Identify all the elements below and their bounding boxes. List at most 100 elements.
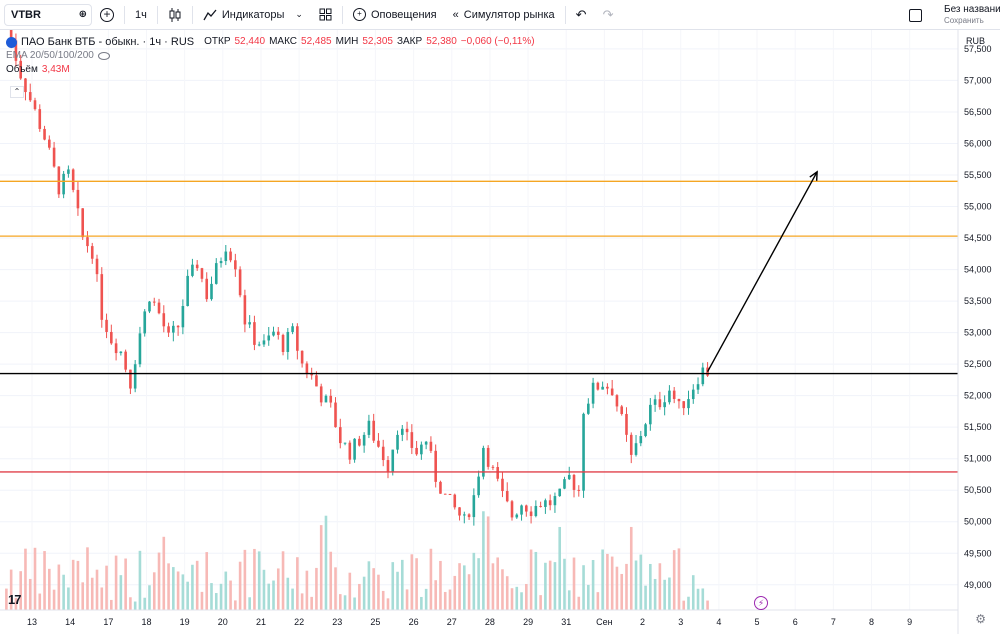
- tradingview-logo[interactable]: 17: [8, 592, 22, 607]
- interval-button[interactable]: 1ч: [127, 0, 155, 30]
- volume-bar: [534, 551, 538, 610]
- candle-body: [434, 450, 437, 482]
- redo-button[interactable]: ↷: [595, 0, 622, 30]
- candle-body: [606, 386, 609, 389]
- volume-bar: [443, 591, 447, 610]
- add-symbol-button[interactable]: +: [92, 0, 122, 30]
- volume-bar: [62, 574, 65, 610]
- indicators-icon: [203, 9, 217, 20]
- candle-body: [410, 432, 414, 448]
- replay-button[interactable]: « Симулятор рынка: [445, 0, 563, 30]
- volume-bar: [696, 588, 700, 610]
- layout-checkbox[interactable]: [909, 8, 922, 22]
- volume-bar: [601, 549, 604, 610]
- chart-area[interactable]: 55,40054,53052,35050,79052,380 RUB57,500…: [0, 18, 1000, 634]
- candle-body: [515, 514, 519, 518]
- candle-body: [162, 313, 166, 327]
- projection-arrow-head: [809, 170, 818, 181]
- indicators-button[interactable]: Индикаторы ⌄: [195, 0, 311, 30]
- lightning-icon[interactable]: ⚡: [754, 596, 768, 610]
- chart-type-button[interactable]: [160, 0, 190, 30]
- volume-bar: [167, 563, 170, 610]
- candle-body: [615, 395, 619, 407]
- volume-bar: [343, 595, 347, 610]
- toolbar-divider: [191, 5, 193, 24]
- high-value: 52,485: [301, 36, 332, 47]
- symbol-search[interactable]: VTBR ⊕: [4, 3, 92, 26]
- volume-bar: [219, 583, 223, 610]
- volume-bar: [639, 554, 643, 610]
- volume-bar: [701, 588, 705, 610]
- alerts-button[interactable]: + Оповещения: [345, 0, 445, 30]
- interval-label: 1ч: [135, 8, 147, 21]
- candle-body: [701, 367, 705, 385]
- price-chart[interactable]: 55,40054,53052,35050,79052,380 RUB57,500…: [0, 18, 1000, 634]
- volume-bar: [100, 587, 104, 610]
- candle-body: [439, 481, 442, 494]
- volume-bar: [57, 564, 61, 610]
- volume-bar: [410, 554, 414, 610]
- collapse-legend-icon[interactable]: ⌃: [10, 86, 24, 98]
- candle-body: [529, 511, 533, 517]
- candle-body: [243, 295, 247, 325]
- replay-label: Симулятор рынка: [463, 8, 555, 21]
- undo-button[interactable]: ↶: [568, 0, 595, 30]
- top-toolbar: VTBR ⊕ + 1ч Индикаторы ⌄ + Опов: [0, 0, 1000, 30]
- volume-bar: [353, 597, 356, 610]
- time-tick-label: 17: [103, 617, 113, 627]
- ema-label[interactable]: EMA 20/50/100/200: [6, 50, 94, 61]
- volume-bar: [71, 559, 75, 610]
- gear-icon[interactable]: ⚙: [975, 612, 986, 626]
- candle-body: [353, 438, 356, 460]
- candle-body: [649, 404, 652, 425]
- candle-body: [663, 402, 666, 408]
- volume-bar: [486, 516, 490, 610]
- candle-body: [596, 382, 600, 390]
- volume-bar: [448, 589, 452, 610]
- undo-icon: ↶: [575, 6, 587, 22]
- volume-bar: [653, 578, 657, 610]
- volume-bar: [114, 555, 118, 610]
- layouts-button[interactable]: [311, 0, 340, 30]
- volume-bar: [310, 596, 313, 610]
- candle-body: [505, 491, 509, 502]
- eye-icon[interactable]: [97, 52, 110, 60]
- candle-body: [296, 326, 299, 351]
- price-tick-label: 56,500: [964, 107, 992, 117]
- candle-body: [567, 474, 571, 480]
- symbol-logo-icon: [6, 36, 17, 48]
- candle-body: [181, 306, 185, 328]
- volume-bar: [362, 576, 366, 610]
- volume-bar: [315, 567, 318, 610]
- volume-bar: [505, 576, 509, 610]
- volume-bar: [276, 568, 280, 610]
- candle-body: [415, 447, 418, 455]
- time-tick-label: 13: [27, 617, 37, 627]
- candle-body: [687, 399, 690, 409]
- candle-body: [343, 442, 347, 444]
- volume-label[interactable]: Объём: [6, 64, 38, 75]
- candle-body: [610, 388, 614, 396]
- layout-save[interactable]: Сохранить: [944, 16, 984, 25]
- layout-title: Без названия: [944, 4, 1000, 15]
- legend-title[interactable]: ПАО Банк ВТБ - обыкн. · 1ч · RUS: [21, 36, 195, 48]
- currency-label: RUB: [966, 36, 985, 46]
- volume-bar: [176, 571, 180, 610]
- watchlist-icon[interactable]: ⊕: [78, 9, 87, 20]
- volume-bar: [548, 560, 552, 610]
- candle-body: [234, 260, 237, 270]
- volume-bar: [229, 580, 232, 610]
- volume-bar: [610, 556, 614, 610]
- layout-name[interactable]: Без названия Сохранить: [944, 4, 1000, 26]
- volume-bar: [38, 593, 42, 610]
- candle-body: [672, 390, 676, 399]
- candle-body: [110, 331, 113, 344]
- volume-bar: [329, 551, 333, 610]
- volume-bar: [90, 577, 94, 610]
- time-tick-label: 31: [561, 617, 571, 627]
- candle-body: [48, 139, 51, 148]
- time-tick-label: 22: [294, 617, 304, 627]
- price-tick-label: 53,000: [964, 328, 992, 338]
- candle-body: [33, 100, 37, 110]
- time-tick-label: 3: [678, 617, 683, 627]
